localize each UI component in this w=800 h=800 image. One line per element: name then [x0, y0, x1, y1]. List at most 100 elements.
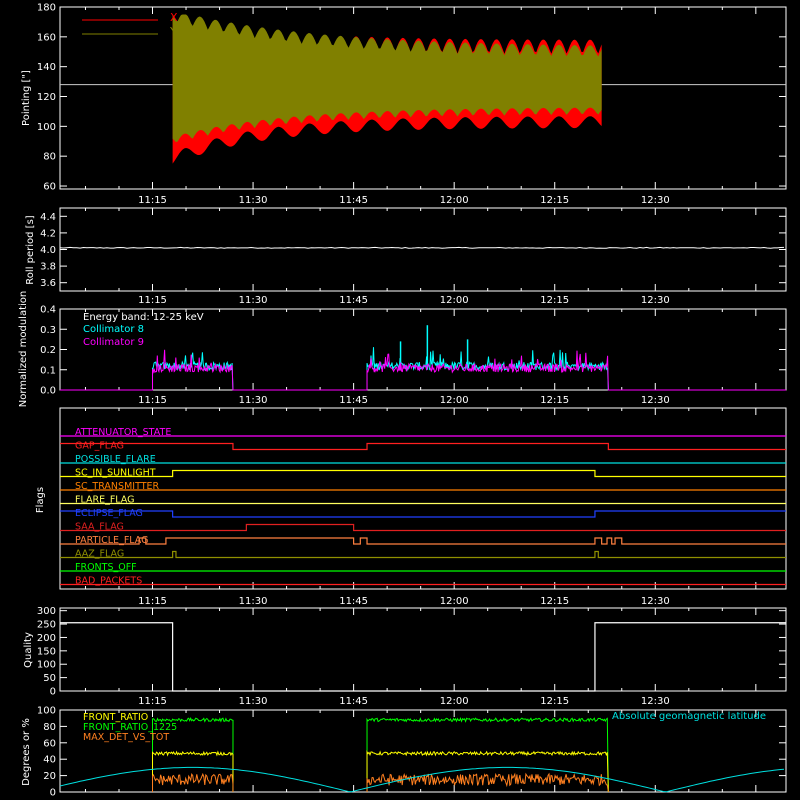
roll-period-panel: 11:15 11:30 11:45 12:00 12:15 12:30 3.6 3.8 4.0… [25, 207, 787, 306]
y-tick-label: 0.3 [40, 325, 56, 336]
modulation-panel: 11:15 11:30 11:45 12:00 12:15 12:30 0.0 0.1 0.2… [18, 291, 787, 408]
y-tick-label: 0.2 [40, 345, 56, 356]
x-tick-label: 12:00 [440, 195, 469, 206]
y-tick-label: 4.2 [40, 228, 56, 239]
legend-collimator-8: Collimator 8 [83, 324, 144, 335]
x-tick-label: 11:30 [239, 295, 268, 306]
y-tick-label: 4.0 [40, 245, 56, 256]
x-tick-label: 12:15 [540, 195, 569, 206]
y-tick-label: 180 [37, 3, 56, 14]
legend-collimator-9: Collimator 9 [83, 337, 144, 348]
y-tick-label: 4.4 [40, 212, 56, 223]
x-tick-label: 11:15 [138, 295, 167, 306]
x-tick-label: 12:00 [440, 596, 469, 607]
energy-band-annotation: Energy band: 12-25 keV [83, 312, 204, 323]
flag-label: ATTENUATOR_STATE [75, 427, 171, 438]
x-tick-label: 11:15 [138, 395, 167, 406]
modulation-ylabel: Normalized modulation [18, 291, 29, 408]
flag-label: BAD_PACKETS [75, 576, 142, 587]
x-tick-label: 11:15 [138, 195, 167, 206]
y-tick-label: 0.1 [40, 365, 56, 376]
legend-max-det: MAX_DET_VS_TOT [83, 732, 169, 743]
x-tick-label: 11:45 [339, 295, 368, 306]
flag-label: GAP_FLAG [75, 441, 124, 452]
y-tick-label: 0.0 [40, 386, 56, 397]
flags-ylabel: Flags [35, 487, 46, 513]
y-tick-label: 20 [43, 771, 56, 782]
y-tick-label: 120 [37, 92, 56, 103]
x-tick-label: 11:15 [138, 596, 167, 607]
front-ratio-1225-line [151, 716, 609, 793]
y-tick-label: 150 [37, 646, 56, 657]
flag-label: SAA_FLAG [75, 522, 124, 533]
legend-x: X [170, 11, 178, 24]
y-tick-label: 60 [43, 182, 56, 193]
x-tick-label: 11:15 [138, 696, 167, 707]
flag-label: AAZ_FLAG [75, 549, 124, 560]
flag-label: FLARE_FLAG [75, 495, 135, 506]
legend-front-ratio-1225: FRONT_RATIO_1225 [83, 722, 177, 733]
flag-line [60, 550, 786, 559]
x-tick-label: 12:30 [641, 195, 670, 206]
x-tick-label: 11:30 [239, 696, 268, 707]
x-tick-label: 11:45 [339, 696, 368, 707]
flag-label: SC_TRANSMITTER [75, 481, 160, 492]
quality-panel: 11:15 11:30 11:45 12:00 12:15 12:30 0 50 100 150… [23, 606, 787, 707]
y-tick-label: 50 [43, 673, 56, 684]
y-tick-label: 100 [37, 660, 56, 671]
roll-ylabel: Roll period [s] [25, 215, 36, 284]
x-tick-label: 12:30 [641, 696, 670, 707]
x-tick-label: 11:30 [239, 195, 268, 206]
x-tick-label: 12:00 [440, 295, 469, 306]
x-tick-label: 12:30 [641, 395, 670, 406]
y-tick-label: 300 [37, 606, 56, 617]
y-tick-label: 40 [43, 755, 56, 766]
x-tick-label: 12:15 [540, 295, 569, 306]
legend-y: Y [169, 25, 177, 38]
quality-line [60, 622, 786, 692]
y-tick-label: 3.6 [40, 278, 56, 289]
y-tick-label: 60 [43, 738, 56, 749]
y-tick-label: 0 [50, 788, 56, 799]
y-tick-label: 160 [37, 32, 56, 43]
x-tick-label: 11:45 [339, 395, 368, 406]
ratios-panel: 0 20 40 60 80 100 Degrees or % FRONT_RATIO FR… [21, 706, 787, 799]
x-tick-label: 12:15 [540, 596, 569, 607]
y-tick-label: 3.8 [40, 262, 56, 273]
y-tick-label: 100 [37, 122, 56, 133]
x-tick-label: 12:00 [440, 395, 469, 406]
collimator-8-line [60, 347, 786, 391]
x-tick-label: 12:30 [641, 596, 670, 607]
x-tick-label: 11:45 [339, 195, 368, 206]
max-det-vs-tot-line [151, 772, 609, 793]
x-tick-label: 11:30 [239, 395, 268, 406]
flag-line [60, 523, 786, 532]
flag-label: ECLIPSE_FLAG [75, 508, 143, 519]
front-ratio-line [151, 750, 609, 793]
y-tick-label: 80 [43, 152, 56, 163]
pointing-y-band [172, 14, 602, 143]
flag-line [60, 510, 786, 518]
pointing-ylabel: Pointing ["] [21, 70, 32, 126]
quality-ylabel: Quality [23, 632, 34, 668]
collimator-9-line [60, 349, 786, 391]
flag-label: POSSIBLE_FLARE [75, 454, 156, 465]
x-tick-label: 12:30 [641, 295, 670, 306]
y-tick-label: 0 [50, 687, 56, 698]
ratios-ylabel: Degrees or % [21, 718, 32, 786]
x-tick-label: 12:15 [540, 696, 569, 707]
pointing-legend: X Y [82, 11, 178, 38]
flag-label: SC_IN_SUNLIGHT [75, 468, 156, 479]
pointing-panel: 11:15 11:30 11:45 12:00 12:15 12:30 60 80 100 12… [21, 3, 787, 206]
flag-line [60, 537, 786, 545]
geomagnetic-latitude-line [59, 766, 785, 793]
flags-panel: 11:15 11:30 11:45 12:00 12:15 12:30 ATTENUATO… [35, 407, 787, 607]
flag-label: PARTICLE_FLAG [75, 535, 148, 546]
flag-label: FRONTS_OFF [75, 562, 137, 573]
legend-geomag-latitude: Absolute geomagnetic latitude [612, 711, 766, 722]
x-tick-label: 11:45 [339, 596, 368, 607]
legend-front-ratio: FRONT_RATIO [83, 712, 148, 723]
y-tick-label: 100 [37, 706, 56, 717]
y-tick-label: 200 [37, 633, 56, 644]
